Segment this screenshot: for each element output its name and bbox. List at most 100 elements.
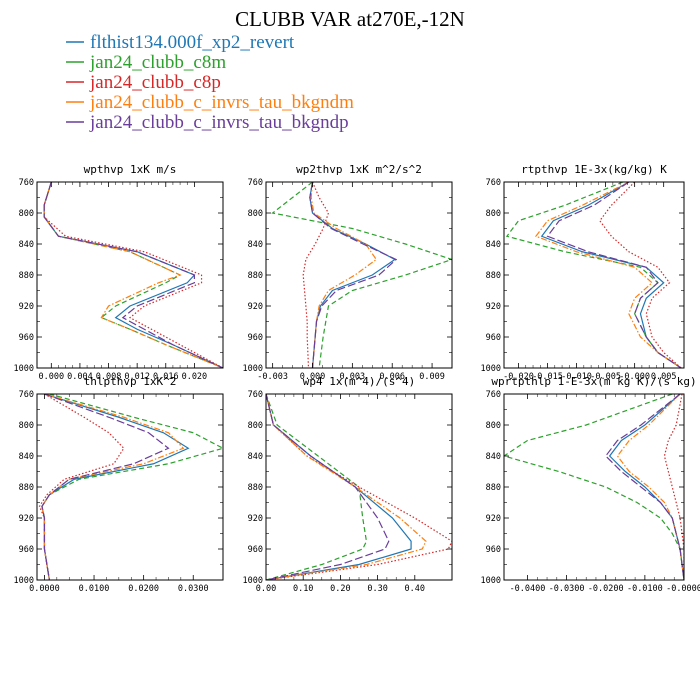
series-line bbox=[41, 394, 170, 580]
y-tick-label: 760 bbox=[486, 178, 501, 188]
panel: wp4 1x(m^4)/(s^4)76080084088092096010000… bbox=[243, 375, 453, 594]
x-tick-label: -0.0000 bbox=[666, 584, 700, 594]
figure-title: CLUBB VAR at270E,-12N bbox=[235, 7, 465, 31]
y-tick-label: 1000 bbox=[243, 364, 263, 374]
y-tick-label: 960 bbox=[486, 333, 501, 343]
y-tick-label: 840 bbox=[486, 240, 501, 250]
panel-title: wpthvp 1xK m/s bbox=[84, 163, 177, 176]
x-tick-label: 0.016 bbox=[153, 372, 179, 382]
series-line bbox=[43, 182, 223, 368]
legend-entry: jan24_clubb_c8m bbox=[66, 52, 226, 73]
y-tick-label: 840 bbox=[486, 452, 501, 462]
y-tick-label: 800 bbox=[19, 421, 34, 431]
series-line bbox=[266, 394, 412, 580]
panel: wp2thvp 1xK m^2/s^2 760 800 840 880 920 960 100… bbox=[243, 163, 453, 382]
series-line bbox=[266, 394, 368, 580]
y-tick-label: 920 bbox=[248, 302, 263, 312]
y-tick-label: 760 bbox=[248, 390, 263, 400]
x-tick-label: 0.00 bbox=[256, 584, 276, 594]
y-tick-label: 800 bbox=[248, 209, 263, 219]
y-tick-label: 760 bbox=[19, 390, 34, 400]
series-line bbox=[616, 394, 684, 580]
y-tick-label: 920 bbox=[19, 514, 34, 524]
series-line bbox=[43, 182, 223, 368]
plot-frame bbox=[503, 181, 685, 369]
y-tick-label: 800 bbox=[486, 209, 501, 219]
y-tick-label: 960 bbox=[19, 545, 34, 555]
y-tick-label: 960 bbox=[248, 545, 263, 555]
y-tick-label: 880 bbox=[248, 483, 263, 493]
x-tick-label: 0.006 bbox=[379, 372, 405, 382]
y-tick-label: 960 bbox=[248, 333, 263, 343]
series-line bbox=[271, 182, 452, 368]
x-tick-label: 0.000 bbox=[300, 372, 326, 382]
y-tick-label: 800 bbox=[248, 421, 263, 431]
x-tick-label: 0.0100 bbox=[79, 584, 110, 594]
series-line bbox=[302, 182, 330, 368]
x-tick-label: 0.30 bbox=[367, 584, 387, 594]
legend-entry: jan24_clubb_c_invrs_tau_bkgndp bbox=[66, 112, 349, 133]
y-tick-label: 840 bbox=[248, 240, 263, 250]
x-tick-label: -0.0400 bbox=[510, 584, 546, 594]
x-tick-label: 0.004 bbox=[67, 372, 93, 382]
series-line bbox=[608, 394, 684, 580]
x-tick-label: -0.000 bbox=[619, 372, 650, 382]
plot-frame bbox=[265, 181, 453, 369]
series-line bbox=[309, 182, 398, 368]
series-line bbox=[546, 182, 682, 368]
series-line bbox=[604, 394, 684, 580]
y-tick-label: 960 bbox=[19, 333, 34, 343]
y-tick-label: 920 bbox=[19, 302, 34, 312]
legend-entry: jan24_clubb_c8p bbox=[66, 72, 221, 93]
x-tick-label: 0.40 bbox=[405, 584, 425, 594]
y-tick-label: 880 bbox=[486, 271, 501, 281]
y-tick-label: 840 bbox=[19, 452, 34, 462]
series-line bbox=[663, 394, 684, 580]
series-line bbox=[43, 182, 223, 368]
x-tick-label: -0.0200 bbox=[588, 584, 624, 594]
x-tick-label: 0.0200 bbox=[128, 584, 159, 594]
y-tick-label: 760 bbox=[248, 178, 263, 188]
y-tick-label: 920 bbox=[248, 514, 263, 524]
series-line bbox=[599, 182, 682, 368]
x-tick-label: -0.005 bbox=[590, 372, 621, 382]
panel-title: wp4 1x(m^4)/(s^4) bbox=[303, 375, 416, 388]
panel: wprtpthlp 1-E-3x(m kg K)/(s kg) 760 800 840… bbox=[481, 375, 700, 594]
series-line bbox=[310, 182, 378, 368]
y-tick-label: 920 bbox=[486, 514, 501, 524]
plot-frame bbox=[265, 393, 453, 581]
panel-title: thlpthvp 1xK^2 bbox=[84, 375, 177, 388]
x-tick-label: -0.0300 bbox=[549, 584, 585, 594]
x-tick-label: 0.0000 bbox=[29, 584, 60, 594]
y-tick-label: 760 bbox=[19, 178, 34, 188]
y-tick-label: 880 bbox=[19, 271, 34, 281]
x-tick-label: -0.015 bbox=[532, 372, 563, 382]
panel: thlpthvp 1xK^276080084088092096010000.00… bbox=[14, 375, 224, 594]
series-line bbox=[266, 394, 452, 580]
x-tick-label: 0.003 bbox=[340, 372, 366, 382]
x-tick-label: -0.0100 bbox=[627, 584, 663, 594]
x-tick-label: 0.20 bbox=[330, 584, 350, 594]
panel: rtpthvp 1E-3x(kg/kg) K 760 800 840 880 920 960… bbox=[481, 163, 685, 382]
y-tick-label: 1000 bbox=[243, 576, 263, 586]
x-tick-label: 0.020 bbox=[182, 372, 208, 382]
y-tick-label: 880 bbox=[248, 271, 263, 281]
x-tick-label: 0.009 bbox=[419, 372, 445, 382]
y-tick-label: 840 bbox=[248, 452, 263, 462]
x-tick-label: -0.003 bbox=[257, 372, 288, 382]
panels: wpthvp 1xK m/s76080084088092096010000.00… bbox=[14, 163, 700, 594]
legend: flthist134.000f_xp2_revertjan24_clubb_c8… bbox=[66, 32, 354, 133]
legend-entry: jan24_clubb_c_invrs_tau_bkgndm bbox=[66, 92, 354, 113]
series-line bbox=[504, 394, 684, 580]
panel-title: rtpthvp 1E-3x(kg/kg) K bbox=[521, 163, 667, 176]
x-tick-label: 0.000 bbox=[39, 372, 65, 382]
y-tick-label: 880 bbox=[486, 483, 501, 493]
series-line bbox=[43, 182, 223, 368]
y-tick-label: 1000 bbox=[14, 576, 34, 586]
y-tick-label: 760 bbox=[486, 390, 501, 400]
series-line bbox=[266, 394, 390, 580]
legend-label: jan24_clubb_c8p bbox=[89, 72, 221, 93]
panel-title: wp2thvp 1xK m^2/s^2 bbox=[296, 163, 422, 176]
y-tick-label: 1000 bbox=[14, 364, 34, 374]
